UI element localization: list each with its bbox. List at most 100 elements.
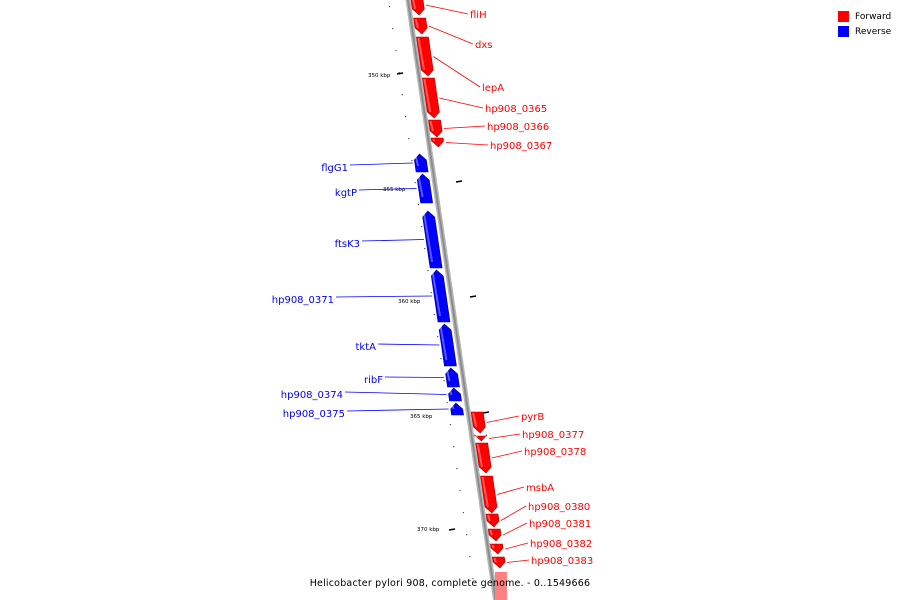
gene-label: dxs [475,40,492,51]
genome-caption: Helicobacter pylori 908, complete genome… [309,578,591,589]
gene-label: hp908_0367 [490,141,552,152]
minor-tick [433,314,435,316]
gene-connector [497,486,525,495]
legend: Forward Reverse [838,9,891,39]
backbone-line [406,0,497,600]
gene-connector [344,391,447,395]
gene-label: fliH [470,10,487,21]
gene-highlight [417,174,424,198]
minor-tick [417,204,419,206]
legend-swatch-forward [838,11,849,22]
gene-label: lepA [482,83,504,94]
gene-connector [445,142,489,146]
gene-partial-bottom [494,572,507,600]
gene-connector [346,408,449,412]
gene-label: hp908_0382 [530,539,592,550]
minor-tick [401,94,403,96]
gene-highlight [412,0,417,10]
legend-item-forward: Forward [838,9,891,24]
minor-tick [395,50,397,52]
minor-tick [398,72,400,74]
gene-highlight [414,18,419,29]
gene-msbA [480,475,498,514]
minor-tick [469,556,471,558]
gene-connector [335,295,433,298]
gene-connector [377,343,440,346]
gene-label: hp908_0366 [487,122,549,133]
tick-label: 370 kbp [417,527,440,533]
gene-hp908_0366 [428,119,443,138]
gene-connector [428,25,474,45]
gene-label: ribF [364,375,383,386]
gene-label: hp908_0378 [524,447,586,458]
gene-lepA [416,36,434,77]
gene-connector [358,188,417,191]
gene-connector [500,505,527,521]
minor-tick [472,578,474,580]
gene-label: kgtP [335,188,357,199]
gene-connector [384,376,445,378]
gene-highlight [491,544,495,549]
minor-tick [411,160,413,162]
gene-label: hp908_0380 [528,502,590,513]
gene-label: hp908_0381 [529,519,591,530]
major-tick-3 [482,411,490,414]
minor-tick [424,248,426,250]
gene-connector [439,97,484,109]
gene-label: hp908_0365 [485,104,547,115]
gene-highlight [489,529,493,536]
gene-highlight [493,557,497,563]
gene-highlight [487,514,491,522]
gene-tktA [438,323,457,367]
minor-tick [453,446,455,448]
minor-tick [466,534,468,536]
gene-hp908_0381 [487,528,502,542]
major-tick-1 [455,180,463,183]
minor-tick [427,270,429,272]
gene-kgtP [416,173,433,204]
minor-tick [440,358,442,360]
gene-highlight [432,138,436,142]
minor-tick [443,380,445,382]
minor-tick [404,116,407,118]
minor-tick [392,28,394,30]
gene-connector [488,433,521,439]
minor-tick [430,292,432,294]
major-tick-2 [469,295,477,298]
gene-label: hp908_0374 [281,390,343,401]
legend-label-reverse: Reverse [855,26,892,37]
tick-label: 365 kbp [410,414,433,420]
major-tick-0 [396,72,404,75]
gene-highlight [476,443,484,468]
minor-tick [421,226,423,228]
gene-connector [502,522,528,536]
gene-highlight [429,120,434,132]
tick-label: 355 kbp [383,187,406,193]
minor-tick [414,182,416,184]
gene-hp908_0375 [450,402,464,416]
gene-highlight [475,434,479,438]
gene-highlight [448,388,453,396]
gene-highlight [445,368,451,382]
gene-highlight [414,154,420,167]
gene-highlight [439,324,448,361]
gene-label: msbA [526,483,554,494]
gene-connector [486,415,520,423]
major-tick-4 [448,528,456,531]
gene-hp908_0371 [430,269,451,323]
gene-highlight [423,78,432,113]
gene-dxs [413,17,428,35]
gene-label: tktA [356,342,377,353]
gene-hp908_0377 [474,434,488,442]
legend-swatch-reverse [838,26,849,37]
gene-flgG1 [414,153,429,173]
gene-connector [507,559,530,563]
gene-ribF [445,367,460,388]
gene-connector [425,4,469,15]
gene-hp908_0383 [491,556,506,569]
minor-tick [388,6,391,8]
gene-highlight [450,403,455,410]
gene-hp908_0374 [448,387,462,402]
gene-connector [433,56,481,88]
